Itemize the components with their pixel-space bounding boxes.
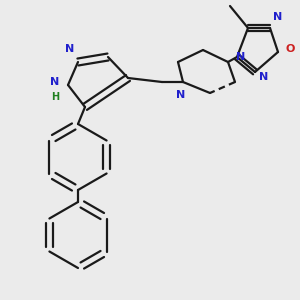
Text: N: N [50,77,60,87]
Text: N: N [176,90,186,100]
Text: O: O [285,44,295,54]
Text: H: H [51,92,59,102]
Text: N: N [65,44,75,54]
Text: N: N [260,72,268,82]
Text: N: N [236,52,246,62]
Text: N: N [273,12,283,22]
